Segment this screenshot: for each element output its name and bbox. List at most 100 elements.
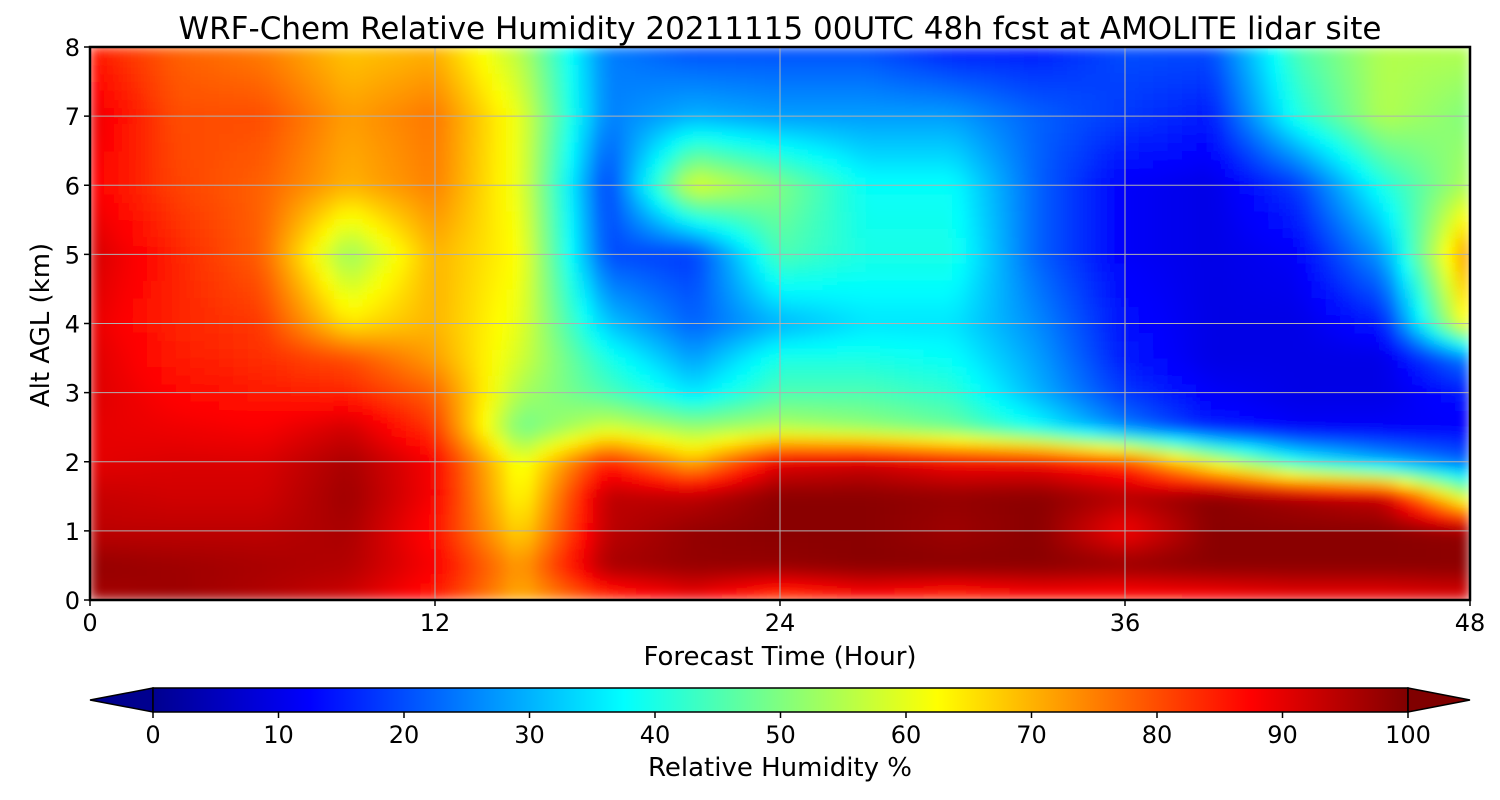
heatmap-cell [233,227,249,238]
heatmap-cell [1340,435,1356,445]
heatmap-cell [1354,262,1370,273]
heatmap-cell [722,392,738,402]
heatmap-cell [161,590,177,600]
heatmap-cell [851,513,867,523]
heatmap-cell [765,573,781,584]
heatmap-cell [707,271,723,281]
heatmap-cell [118,236,134,247]
heatmap-cell [1311,487,1327,497]
heatmap-cell [1225,487,1241,497]
heatmap-cell [247,323,263,333]
heatmap-cell [851,435,867,445]
heatmap-cell [894,279,910,290]
heatmap-cell [1268,495,1284,506]
heatmap-cell [1253,279,1270,290]
heatmap-cell [592,176,608,186]
heatmap-cell [204,513,220,523]
heatmap-cell [980,547,997,558]
heatmap-cell [563,331,580,342]
heatmap-cell [90,487,105,497]
heatmap-cell [492,400,508,411]
heatmap-cell [894,314,910,324]
heatmap-cell [535,539,551,549]
heatmap-cell [635,150,652,160]
heatmap-cell [348,297,364,307]
heatmap-cell [276,582,292,592]
heatmap-cell [463,521,479,532]
heatmap-cell [333,314,350,324]
heatmap-cell [779,530,795,541]
heatmap-cell [1455,521,1470,532]
heatmap-cell [1081,582,1097,592]
heatmap-cell [262,323,278,333]
heatmap-cell [549,383,565,394]
heatmap-cell [305,461,321,471]
heatmap-cell [736,253,752,264]
heatmap-cell [549,331,565,342]
heatmap-cell [1052,305,1068,316]
heatmap-cell [1325,331,1342,342]
heatmap-cell [506,271,522,281]
heatmap-cell [837,452,853,463]
heatmap-cell [218,409,235,420]
heatmap-cell [362,504,378,515]
heatmap-cell [980,245,997,255]
heatmap-cell [290,521,307,532]
heatmap-cell [175,556,192,566]
heatmap-cell [506,530,522,541]
heatmap-cell [1052,193,1068,204]
heatmap-cell [1397,426,1413,437]
heatmap-cell [635,227,652,238]
heatmap-cell [405,418,422,428]
heatmap-cell [995,409,1011,420]
heatmap-cell [793,297,810,307]
heatmap-cell [103,590,120,600]
heatmap-cell [808,392,824,402]
heatmap-cell [995,469,1011,480]
heatmap-cell [1325,435,1342,445]
heatmap-cell [391,582,407,592]
heatmap-cell [1426,478,1442,489]
heatmap-cell [147,288,163,299]
heatmap-cell [147,305,163,316]
heatmap-cell [391,418,407,428]
heatmap-cell [736,573,752,584]
heatmap-cell [937,426,953,437]
heatmap-cell [305,435,321,445]
heatmap-cell [520,504,537,515]
heatmap-cell [722,400,738,411]
heatmap-cell [908,219,925,229]
heatmap-cell [1067,443,1083,454]
heatmap-cell [1067,461,1083,471]
heatmap-cell [247,331,263,342]
heatmap-cell [722,383,738,394]
heatmap-cell [506,245,522,255]
heatmap-cell [535,495,551,506]
heatmap-cell [90,219,105,229]
heatmap-cell [952,374,968,385]
heatmap-cell [1426,383,1442,394]
heatmap-cell [635,323,652,333]
heatmap-cell [1038,383,1054,394]
heatmap-cell [233,556,249,566]
heatmap-cell [333,288,350,299]
heatmap-cell [1455,305,1470,316]
heatmap-cell [678,253,695,264]
heatmap-cell [1268,590,1284,600]
heatmap-cell [607,279,623,290]
heatmap-cell [937,521,953,532]
heatmap-cell [1009,513,1025,523]
heatmap-cell [1253,392,1270,402]
heatmap-cell [1455,539,1470,549]
heatmap-cell [103,513,120,523]
heatmap-cell [276,469,292,480]
heatmap-cell [966,582,982,592]
heatmap-cell [319,314,335,324]
heatmap-cell [578,409,594,420]
heatmap-cell [405,504,422,515]
heatmap-cell [966,435,982,445]
heatmap-cell [290,348,307,359]
heatmap-cell [118,564,134,575]
heatmap-cell [218,210,235,221]
heatmap-cell [463,573,479,584]
